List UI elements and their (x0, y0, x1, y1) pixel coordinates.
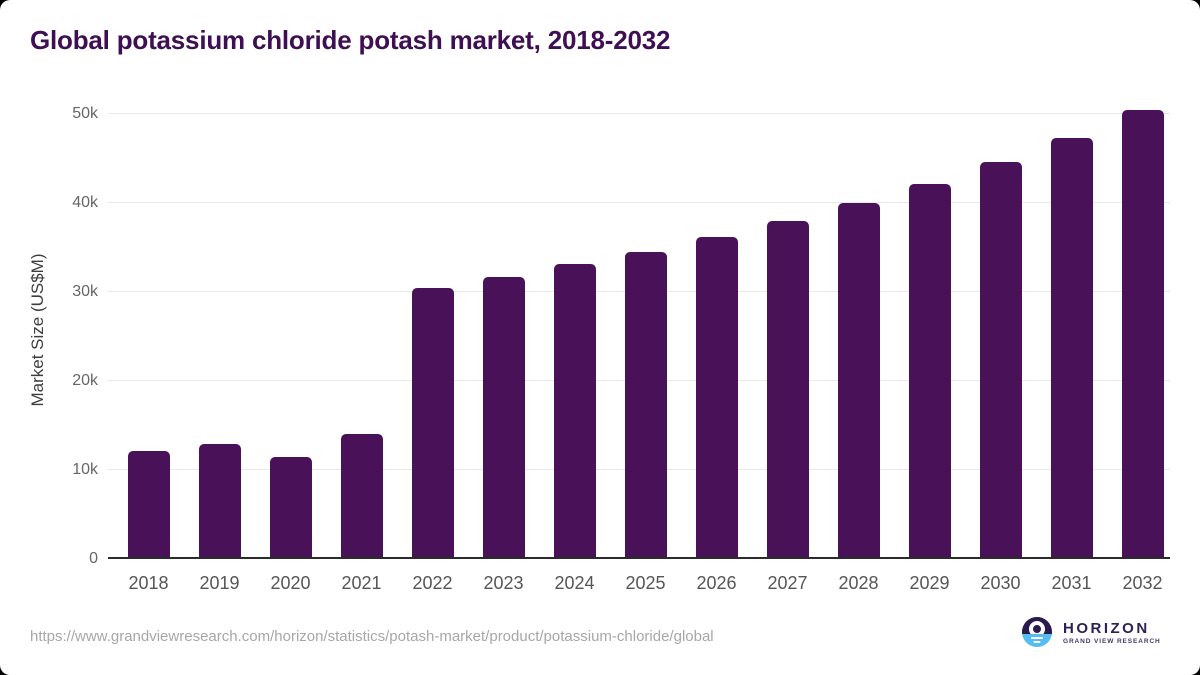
bar-2026 (695, 236, 738, 559)
gridline-40k (108, 202, 1170, 203)
x-tick-2023: 2023 (483, 573, 524, 593)
gridline-50k (108, 113, 1170, 114)
bar-2029 (908, 184, 951, 559)
x-tick-2031: 2031 (1051, 573, 1092, 593)
bar-slot-2031: 2031 (1036, 114, 1107, 593)
bar-2018 (127, 451, 170, 559)
logo-subtitle: GRAND VIEW RESEARCH (1063, 638, 1161, 645)
bar-slot-2030: 2030 (965, 114, 1036, 593)
x-tick-2030: 2030 (980, 573, 1021, 593)
y-tick-40k: 40k (72, 194, 98, 211)
x-tick-2018: 2018 (128, 573, 169, 593)
water-reflection-line (1031, 637, 1043, 639)
logo-text: HORIZON GRAND VIEW RESEARCH (1063, 617, 1161, 647)
y-tick-30k: 30k (72, 283, 98, 300)
bar-slot-2027: 2027 (752, 114, 823, 593)
bar-slot-2022: 2022 (397, 114, 468, 593)
bar-2024 (553, 263, 596, 559)
bar-slot-2019: 2019 (184, 114, 255, 593)
water-reflection-line (1033, 641, 1041, 643)
bar-slot-2032: 2032 (1107, 110, 1178, 593)
bar-2021 (340, 434, 383, 559)
plot-area: 2018 2019 2020 2021 2022 2023 2024 2025 2026 2027… (108, 110, 1178, 593)
x-tick-2025: 2025 (625, 573, 666, 593)
source-url: https://www.grandviewresearch.com/horizo… (30, 628, 714, 645)
x-tick-2027: 2027 (767, 573, 808, 593)
bar-slot-2018: 2018 (113, 114, 184, 593)
x-tick-2019: 2019 (199, 573, 240, 593)
chart-title: Global potassium chloride potash market,… (30, 25, 671, 55)
horizon-logo-icon (1022, 617, 1052, 647)
logo-sky-half (1022, 617, 1052, 634)
bar-slot-2025: 2025 (610, 114, 681, 593)
y-tick-0: 0 (89, 550, 98, 567)
x-tick-2028: 2028 (838, 573, 879, 593)
bar-2019 (198, 444, 241, 559)
y-axis-ticks: 0 10k 20k 30k 40k 50k (0, 105, 98, 567)
bar-slot-2023: 2023 (468, 114, 539, 593)
y-tick-10k: 10k (72, 461, 98, 478)
bars-row: 2018 2019 2020 2021 2022 2023 2024 2025 2026 2027… (113, 110, 1178, 593)
x-tick-2024: 2024 (554, 573, 595, 593)
sun-ring-icon (1029, 621, 1045, 634)
y-tick-50k: 50k (72, 105, 98, 122)
x-tick-2032: 2032 (1122, 573, 1163, 593)
x-tick-2022: 2022 (412, 573, 453, 593)
logo-name: HORIZON (1063, 620, 1150, 637)
y-tick-20k: 20k (72, 372, 98, 389)
logo: HORIZON GRAND VIEW RESEARCH (1022, 617, 1161, 647)
bar-slot-2024: 2024 (539, 114, 610, 593)
bar-2020 (269, 456, 312, 559)
bar-slot-2028: 2028 (823, 114, 894, 593)
bar-2023 (482, 276, 525, 559)
bar-2030 (979, 162, 1022, 559)
bar-2031 (1050, 138, 1093, 559)
bar-slot-2029: 2029 (894, 114, 965, 593)
bar-slot-2026: 2026 (681, 114, 752, 593)
x-tick-2029: 2029 (909, 573, 950, 593)
bar-slot-2021: 2021 (326, 114, 397, 593)
bar-slot-2020: 2020 (255, 114, 326, 593)
x-tick-2021: 2021 (341, 573, 382, 593)
bar-2025 (624, 251, 667, 559)
bar-2032 (1121, 110, 1164, 559)
bar-2022 (411, 288, 454, 559)
x-axis-line (108, 557, 1170, 559)
x-tick-2026: 2026 (696, 573, 737, 593)
bar-2028 (837, 203, 880, 559)
bar-2027 (766, 220, 809, 559)
x-tick-2020: 2020 (270, 573, 311, 593)
